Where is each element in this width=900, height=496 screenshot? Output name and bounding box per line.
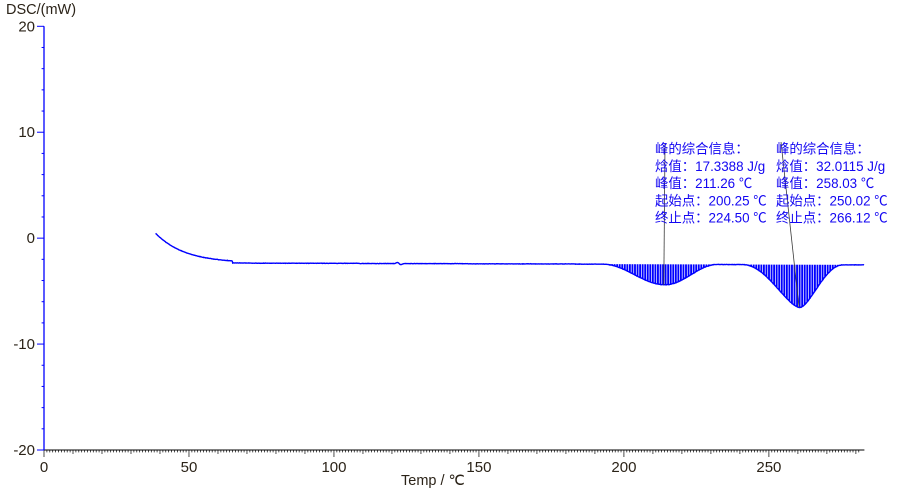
svg-text:DSC/(mW): DSC/(mW)	[6, 2, 76, 18]
svg-text:10: 10	[18, 124, 35, 141]
svg-text:0: 0	[27, 230, 35, 247]
svg-text:焓值：17.3388 J/g: 焓值：17.3388 J/g	[655, 159, 765, 174]
svg-text:250: 250	[756, 459, 781, 476]
svg-text:焓值：32.0115 J/g: 焓值：32.0115 J/g	[776, 159, 885, 174]
svg-text:200: 200	[611, 459, 636, 476]
svg-text:起始点：250.02 ℃: 起始点：250.02 ℃	[776, 193, 888, 208]
svg-text:终止点：224.50 ℃: 终止点：224.50 ℃	[655, 211, 767, 226]
svg-text:峰的综合信息：: 峰的综合信息：	[776, 141, 870, 157]
svg-text:-10: -10	[13, 336, 35, 353]
svg-text:0: 0	[40, 459, 48, 476]
svg-text:50: 50	[181, 459, 198, 476]
svg-text:峰的综合信息：: 峰的综合信息：	[655, 141, 749, 157]
svg-text:100: 100	[321, 459, 346, 476]
svg-text:起始点：200.25 ℃: 起始点：200.25 ℃	[655, 193, 767, 208]
svg-text:-20: -20	[13, 442, 35, 459]
svg-text:终止点：266.12 ℃: 终止点：266.12 ℃	[776, 211, 888, 226]
svg-text:峰值：211.26 ℃: 峰值：211.26 ℃	[655, 176, 752, 191]
svg-text:150: 150	[466, 459, 491, 476]
svg-text:Temp / ℃: Temp / ℃	[401, 473, 465, 489]
svg-text:峰值：258.03 ℃: 峰值：258.03 ℃	[776, 176, 874, 191]
svg-text:20: 20	[18, 18, 35, 35]
